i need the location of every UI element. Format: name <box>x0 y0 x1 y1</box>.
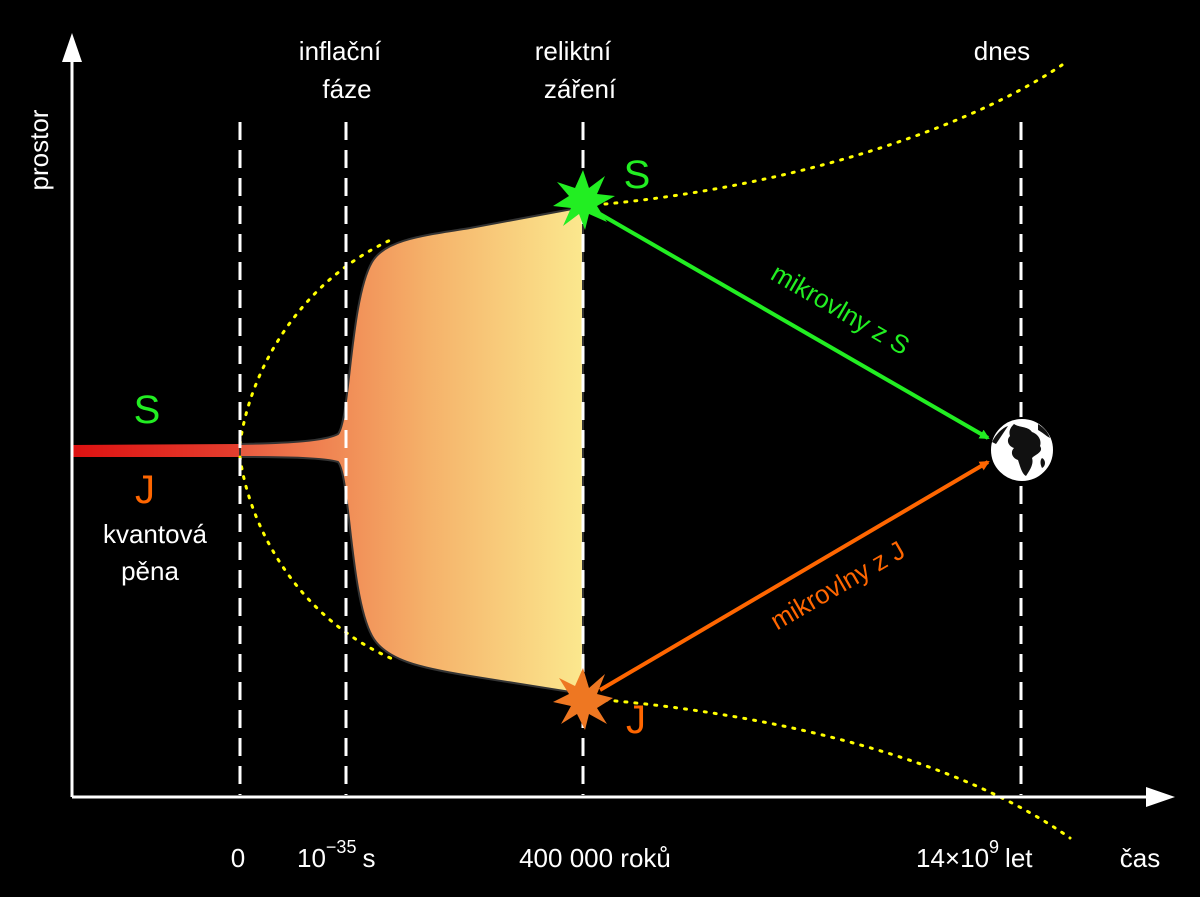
x-axis-arrowhead <box>1146 787 1175 807</box>
tick-inflation-exponent: −35 <box>326 837 357 857</box>
tick-zero: 0 <box>231 843 245 873</box>
foam-label-line2: pěna <box>121 556 179 586</box>
dotted-curve-upper-left <box>238 236 397 446</box>
tick-inflation-unit: s <box>362 843 375 873</box>
phase-inflation-line2: fáze <box>322 74 371 104</box>
j-region-label: J <box>135 468 155 512</box>
earth-globe-icon <box>989 417 1055 483</box>
dotted-curve-lower-left <box>238 455 397 662</box>
foam-label-line1: kvantová <box>103 519 208 549</box>
x-axis-label: čas <box>1120 843 1160 873</box>
tick-today-exponent: 9 <box>989 837 999 857</box>
tick-today-unit: let <box>1005 843 1033 873</box>
dotted-curve-upper-right <box>603 63 1064 206</box>
phase-today: dnes <box>974 36 1030 66</box>
s-burst-icon <box>553 170 615 230</box>
microwave-arrow-from-j <box>598 460 990 692</box>
microwave-arrow-from-s <box>599 212 990 440</box>
y-axis-arrowhead <box>62 33 82 62</box>
tick-inflation: 10−35 s <box>297 837 375 873</box>
phase-cmb-line1: reliktní <box>535 36 612 66</box>
j-point-label: J <box>626 698 646 742</box>
dotted-curve-lower-right <box>603 698 1072 840</box>
tick-inflation-base: 10 <box>297 843 326 873</box>
phase-cmb-line2: záření <box>544 74 617 104</box>
j-burst-icon <box>553 668 613 730</box>
tick-cmb: 400 000 roků <box>519 843 671 873</box>
s-point-label: S <box>624 153 651 197</box>
phase-inflation-line1: inflační <box>299 36 382 66</box>
y-axis-label: prostor <box>24 109 54 190</box>
tick-today: 14×109 let <box>916 837 1033 873</box>
tick-today-base: 14×10 <box>916 843 989 873</box>
s-region-label: S <box>134 388 161 432</box>
